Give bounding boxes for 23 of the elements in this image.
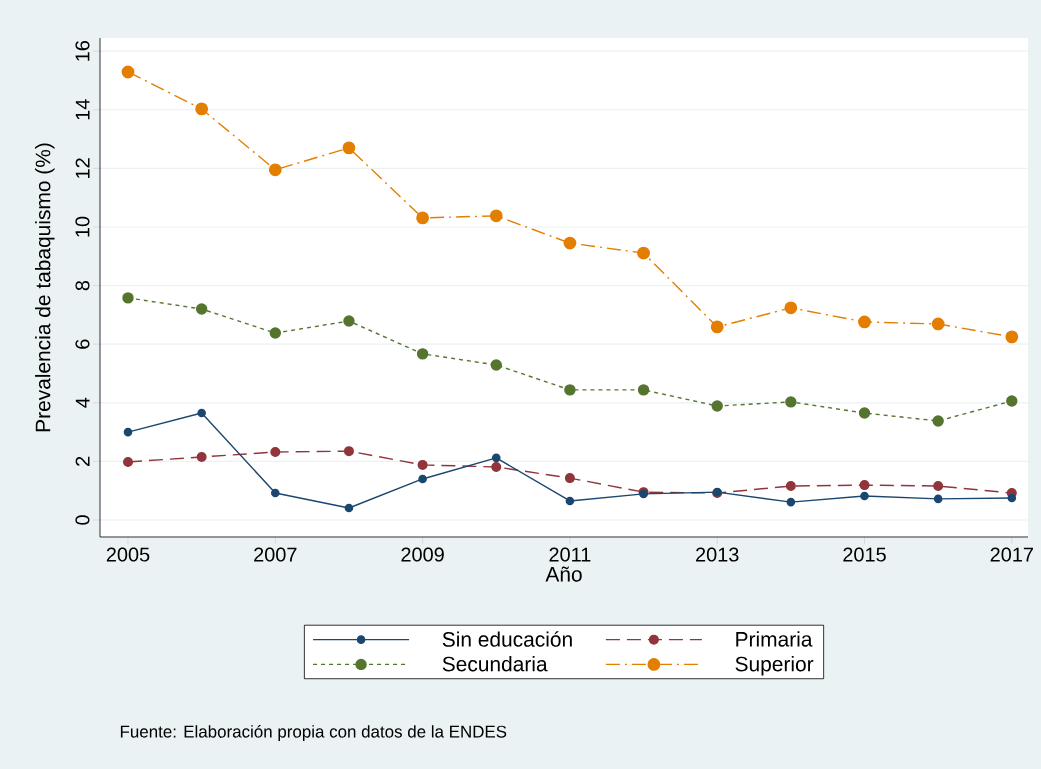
source-note: Fuente: Elaboración propia con datos de la ENDES bbox=[120, 724, 507, 741]
y-tick-label: 4 bbox=[75, 397, 90, 408]
y-tick-label: 2 bbox=[75, 456, 90, 466]
y-tick-label: 14 bbox=[75, 99, 90, 120]
x-tick-label: 2013 bbox=[696, 547, 739, 562]
x-axis-title: Año bbox=[545, 566, 582, 582]
y-tick-label: 6 bbox=[75, 339, 90, 349]
legend-label: Superior bbox=[735, 656, 814, 676]
y-tick-label: 16 bbox=[75, 40, 90, 61]
x-tick-label: 2011 bbox=[549, 547, 591, 562]
x-tick-label: 2007 bbox=[254, 547, 297, 562]
x-tick-label: 2017 bbox=[990, 547, 1033, 562]
x-tick-label: 2005 bbox=[106, 547, 150, 562]
x-tick-label: 2009 bbox=[401, 547, 444, 562]
x-tick-label: 2015 bbox=[843, 547, 886, 562]
y-axis-title: Prevalencia de tabaquismo (%) bbox=[35, 143, 55, 432]
y-tick-label: 12 bbox=[75, 158, 90, 178]
legend-label: Primaria bbox=[736, 631, 813, 647]
y-tick-label: 0 bbox=[75, 515, 90, 525]
y-tick-label: 10 bbox=[75, 216, 90, 237]
legend-label: Secundaria bbox=[442, 656, 548, 672]
legend-label: Sin educación bbox=[442, 631, 572, 647]
y-tick-label: 8 bbox=[75, 280, 90, 291]
